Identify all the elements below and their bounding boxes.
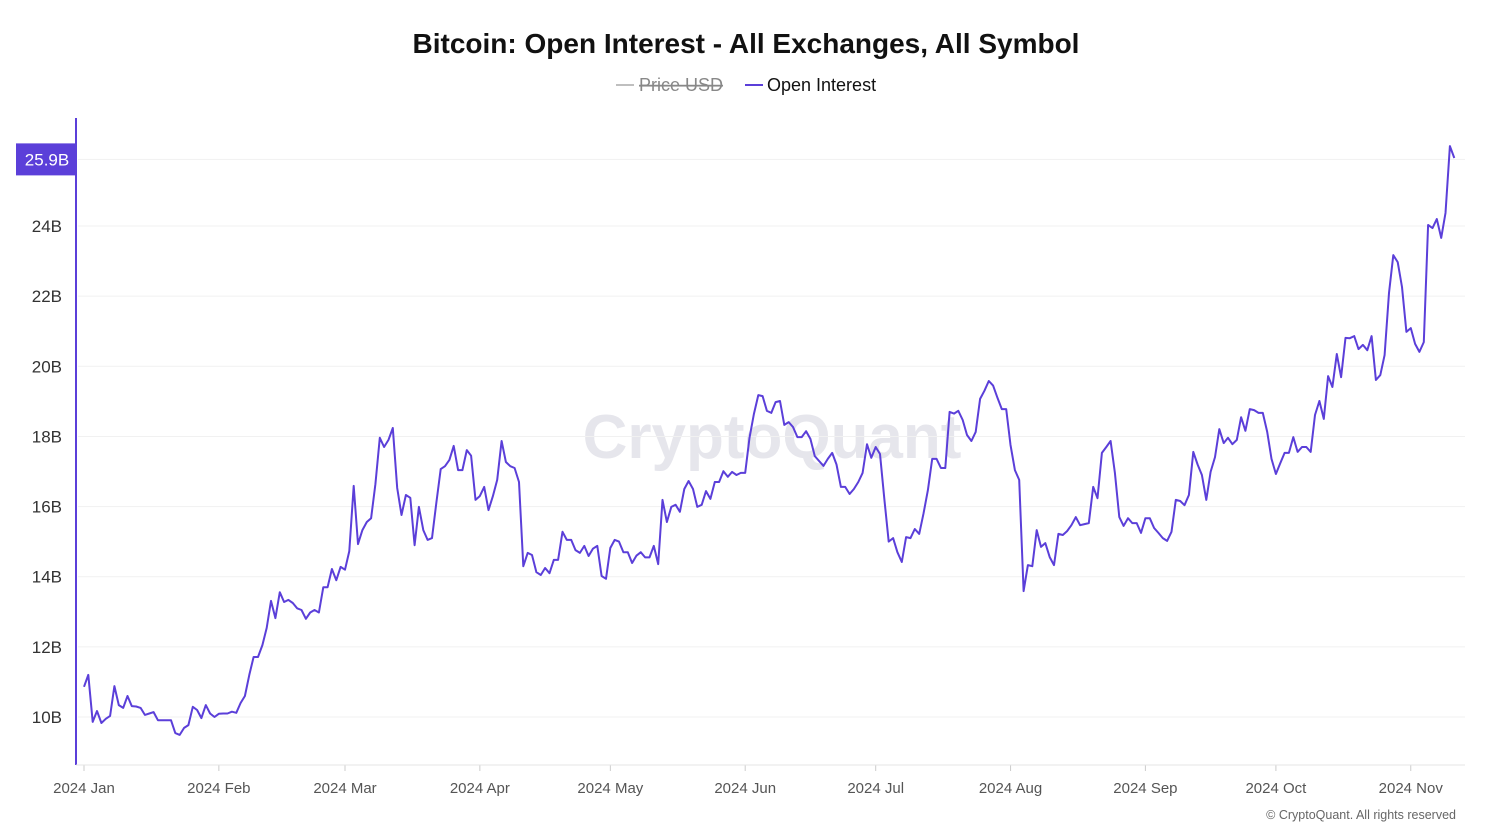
x-tick-label: 2024 Aug	[979, 780, 1042, 797]
x-tick-label: 2024 May	[577, 780, 643, 797]
y-tick-label: 14B	[32, 568, 62, 587]
x-tick-label: 2024 Oct	[1245, 780, 1307, 797]
current-value-label: 25.9B	[25, 150, 69, 169]
x-tick-label: 2024 Nov	[1379, 780, 1444, 797]
legend: Price USD Open Interest	[616, 75, 876, 95]
y-tick-label: 20B	[32, 357, 62, 376]
legend-item-price-usd[interactable]: Price USD	[616, 75, 723, 95]
y-tick-label: 10B	[32, 708, 62, 727]
x-tick-label: 2024 Jul	[847, 780, 904, 797]
chart-title: Bitcoin: Open Interest - All Exchanges, …	[413, 28, 1080, 59]
legend-label-open-interest: Open Interest	[767, 75, 876, 95]
x-tick-label: 2024 Jun	[714, 780, 776, 797]
current-value-badge: 25.9B	[16, 143, 76, 176]
current-value-box	[16, 143, 76, 176]
y-tick-label: 24B	[32, 217, 62, 236]
y-tick-label: 12B	[32, 638, 62, 657]
x-tick-label: 2024 Jan	[53, 780, 115, 797]
y-tick-label: 16B	[32, 498, 62, 517]
legend-item-open-interest[interactable]: Open Interest	[745, 75, 876, 95]
grid	[78, 158, 1465, 718]
x-axis-ticks: 2024 Jan 2024 Feb 2024 Mar 2024 Apr 2024 May…	[53, 765, 1443, 797]
copyright-footer: © CryptoQuant. All rights reserved	[1266, 808, 1456, 822]
legend-label-price-usd: Price USD	[639, 75, 723, 95]
x-tick-label: 2024 Sep	[1113, 780, 1177, 797]
y-axis-ticks: 10B 12B 14B 16B 18B 20B 22B 24B	[32, 217, 62, 727]
x-tick-label: 2024 Feb	[187, 780, 250, 797]
x-tick-label: 2024 Mar	[313, 780, 376, 797]
x-tick-label: 2024 Apr	[450, 780, 510, 797]
y-tick-label: 22B	[32, 287, 62, 306]
watermark: CryptoQuant	[583, 403, 962, 472]
y-tick-label: 18B	[32, 427, 62, 446]
series-line-open-interest	[83, 145, 1456, 736]
